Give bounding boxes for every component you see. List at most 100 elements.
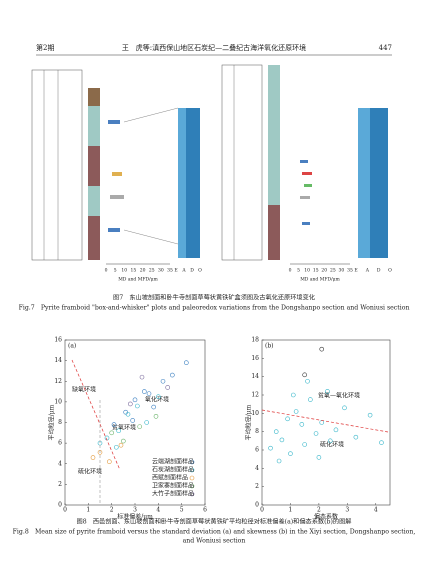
point: [151, 404, 156, 410]
point: [132, 397, 138, 403]
point: [293, 409, 299, 414]
point: [379, 440, 384, 445]
y-tick-label: 8: [58, 419, 62, 426]
tick-label: 0: [289, 268, 292, 274]
point: [327, 438, 333, 444]
point: [285, 416, 290, 422]
box: [108, 228, 120, 232]
fig8: 0 1 2 3 4 5 60246810121416(a)标准偏差/μm平均粒径/μm缺氧环…: [48, 337, 391, 521]
fig7-caption-en: Fig.7 Pyrite framboid "box-and-whisker" …: [19, 305, 410, 312]
x-tick-label: 6: [203, 507, 207, 514]
y-tick-label: 0: [255, 502, 259, 509]
tick-label: 35: [167, 268, 173, 274]
redox-bar: [370, 108, 388, 258]
legend-label: 石炭湖剖面样品: [152, 466, 194, 474]
tick-label: 25: [330, 268, 336, 274]
point: [109, 430, 114, 436]
lithology: [88, 216, 100, 260]
point: [316, 455, 322, 460]
y-tick-label: 2: [58, 481, 62, 488]
point: [137, 424, 142, 429]
point: [319, 346, 325, 352]
tick-label: 30: [339, 268, 345, 274]
point: [268, 445, 273, 451]
tick-label: A: [365, 268, 370, 274]
legend-label: 卫家寨剖面样品: [152, 482, 194, 490]
tick-label: D: [190, 268, 194, 274]
x-tick-label: 5: [180, 507, 184, 514]
lithology: [88, 186, 100, 216]
axis-label: MD and MFD/μm: [300, 277, 340, 283]
lithology: [268, 205, 280, 260]
point: [308, 397, 313, 402]
tick-label: D: [377, 268, 381, 274]
tick-label: 10: [304, 268, 310, 274]
point: [302, 372, 307, 378]
tick-label: 20: [140, 268, 146, 274]
fig8-caption-en: and Woniusi section: [183, 538, 246, 545]
y-tick-label: 14: [54, 357, 62, 364]
point: [135, 403, 140, 409]
point: [302, 442, 307, 447]
running-title: 王 虎等:滇西保山地区石炭纪—二叠纪古海洋氧化还原环境: [122, 43, 306, 52]
fig7-right: [221, 64, 388, 261]
region-label: 贫氧—氧化环境: [318, 392, 360, 400]
point: [121, 438, 126, 444]
fig7-caption-cn: 图7 东山坡剖面和卧牛寺剖面草莓状黄铁矿盒须图及古氧化还原环境变化: [113, 294, 315, 302]
box: [300, 160, 308, 163]
x-axis-label: 偏态系数: [314, 513, 338, 521]
tick-label: A: [181, 268, 186, 274]
y-tick-label: 12: [251, 392, 259, 399]
region-label: 氧化环境: [145, 396, 169, 404]
x-tick-label: 2: [317, 507, 321, 514]
point: [160, 378, 166, 384]
tick-label: 0: [105, 268, 108, 274]
lithology: [88, 88, 100, 106]
tick-label: 35: [347, 268, 353, 274]
y-tick-label: 6: [58, 440, 62, 447]
legend-marker: [189, 459, 195, 465]
y-tick-label: 10: [251, 410, 259, 417]
legend-marker: [189, 475, 195, 481]
point: [144, 420, 149, 425]
legend-label: 云端湖剖面样品: [152, 458, 194, 466]
point: [305, 378, 310, 384]
link: [123, 107, 179, 123]
point: [107, 459, 112, 464]
y-tick-label: 8: [255, 428, 259, 435]
x-tick-label: 2: [110, 507, 114, 514]
x-tick-label: 0: [63, 507, 67, 514]
point: [118, 442, 124, 448]
y-tick-label: 4: [255, 465, 259, 472]
point: [288, 451, 293, 456]
x-tick-label: 1: [289, 507, 293, 514]
box: [108, 120, 120, 124]
panel-label: (a): [68, 343, 76, 350]
x-tick-label: 0: [260, 507, 264, 514]
x-axis-label: 标准偏差/μm: [117, 513, 153, 521]
point: [142, 389, 147, 394]
point: [130, 418, 135, 423]
y-tick-label: 10: [54, 398, 62, 405]
tick-label: O: [388, 268, 392, 274]
lithology: [88, 146, 100, 186]
x-tick-label: 3: [345, 507, 349, 514]
point: [170, 372, 175, 378]
point: [156, 394, 161, 400]
tick-label: 15: [313, 268, 319, 274]
fig8-caption-en: Fig.8 Mean size of pyrite framboid versu…: [13, 529, 416, 536]
point: [184, 360, 189, 365]
point: [139, 374, 145, 380]
plot-frame: [261, 339, 391, 506]
point: [146, 391, 152, 396]
link: [123, 229, 179, 245]
lithology: [268, 65, 280, 205]
x-tick-label: 1: [86, 507, 90, 514]
fig8-caption-cn: 图8 西邑剖面、东山坡剖面和卧牛寺剖面草莓状黄铁矿平均粒径对标准偏差(a)和偏态…: [77, 518, 352, 526]
y-tick-label: 0: [58, 502, 62, 509]
page-number: 447: [379, 44, 392, 52]
y-tick-label: 2: [255, 483, 259, 490]
y-tick-label: 14: [251, 373, 259, 380]
